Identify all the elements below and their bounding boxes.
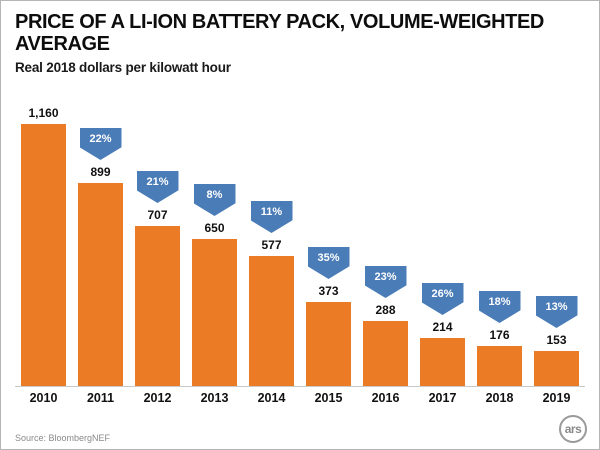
bar-column-2018: 18% 176 [471,89,528,386]
bar-column-2014: 11% 577 [243,89,300,386]
bar-2014 [249,256,294,386]
bar-2017 [420,338,465,386]
x-axis-label-2010: 2010 [29,391,58,405]
ars-logo-text: ars [564,422,582,436]
x-axis-label-2012: 2012 [143,391,172,405]
x-axis-label-2019: 2019 [542,391,571,405]
pct-decrease-arrow-badge: 26% [421,283,464,315]
bar-chart: 1,160 22% 899 21% 707 8% 650 11% 577 35% 373 23% 288… [15,89,585,387]
ars-logo: ars [559,415,587,443]
bar-value-label: 899 [90,165,111,179]
x-axis-label-2017: 2017 [428,391,457,405]
bar-column-2016: 23% 288 [357,89,414,386]
bar-value-label: 153 [546,333,567,347]
pct-decrease-arrow-badge: 21% [136,171,179,203]
bar-value-label: 707 [147,208,168,222]
pct-decrease-arrow-badge: 23% [364,266,407,298]
pct-decrease-arrow-badge: 8% [193,184,236,216]
bar-2015 [306,302,351,386]
x-axis-labels: 2010 2011 2012 2013 2014 2015 2016 2017 2018 2019 [15,391,585,405]
bar-column-2013: 8% 650 [186,89,243,386]
bar-column-2011: 22% 899 [72,89,129,386]
bar-value-label: 214 [432,320,453,334]
bar-2012 [135,226,180,386]
x-axis-label-2018: 2018 [485,391,514,405]
bar-value-label: 176 [489,328,510,342]
pct-decrease-arrow-badge: 11% [250,201,293,233]
pct-decrease-arrow-badge: 22% [79,128,122,160]
pct-decrease-arrow-badge: 18% [478,291,521,323]
chart-footer: Source: BloombergNEF ars [15,415,587,443]
bar-2018 [477,346,522,386]
x-axis-label-2011: 2011 [86,391,115,405]
x-axis-label-2013: 2013 [200,391,229,405]
chart-subtitle: Real 2018 dollars per kilowatt hour [15,60,231,75]
source-credit: Source: BloombergNEF [15,433,111,443]
bar-value-label: 650 [204,221,225,235]
bar-value-label: 288 [375,303,396,317]
pct-decrease-arrow-badge: 13% [535,296,578,328]
bar-column-2015: 35% 373 [300,89,357,386]
bar-2010 [21,124,66,386]
x-axis-label-2016: 2016 [371,391,400,405]
bar-2011 [78,183,123,386]
bar-2013 [192,239,237,386]
pct-decrease-arrow-badge: 35% [307,247,350,279]
chart-title: PRICE OF A LI-ION BATTERY PACK, VOLUME-W… [15,11,544,55]
bar-column-2017: 26% 214 [414,89,471,386]
x-axis-label-2014: 2014 [257,391,286,405]
bar-2016 [363,321,408,386]
bar-column-2010: 1,160 [15,89,72,386]
bar-value-label: 1,160 [28,106,59,120]
x-axis-label-2015: 2015 [314,391,343,405]
bar-column-2019: 13% 153 [528,89,585,386]
bar-value-label: 373 [318,284,339,298]
bar-value-label: 577 [261,238,282,252]
bar-column-2012: 21% 707 [129,89,186,386]
bar-2019 [534,351,579,386]
chart-header: PRICE OF A LI-ION BATTERY PACK, VOLUME-W… [1,1,599,75]
